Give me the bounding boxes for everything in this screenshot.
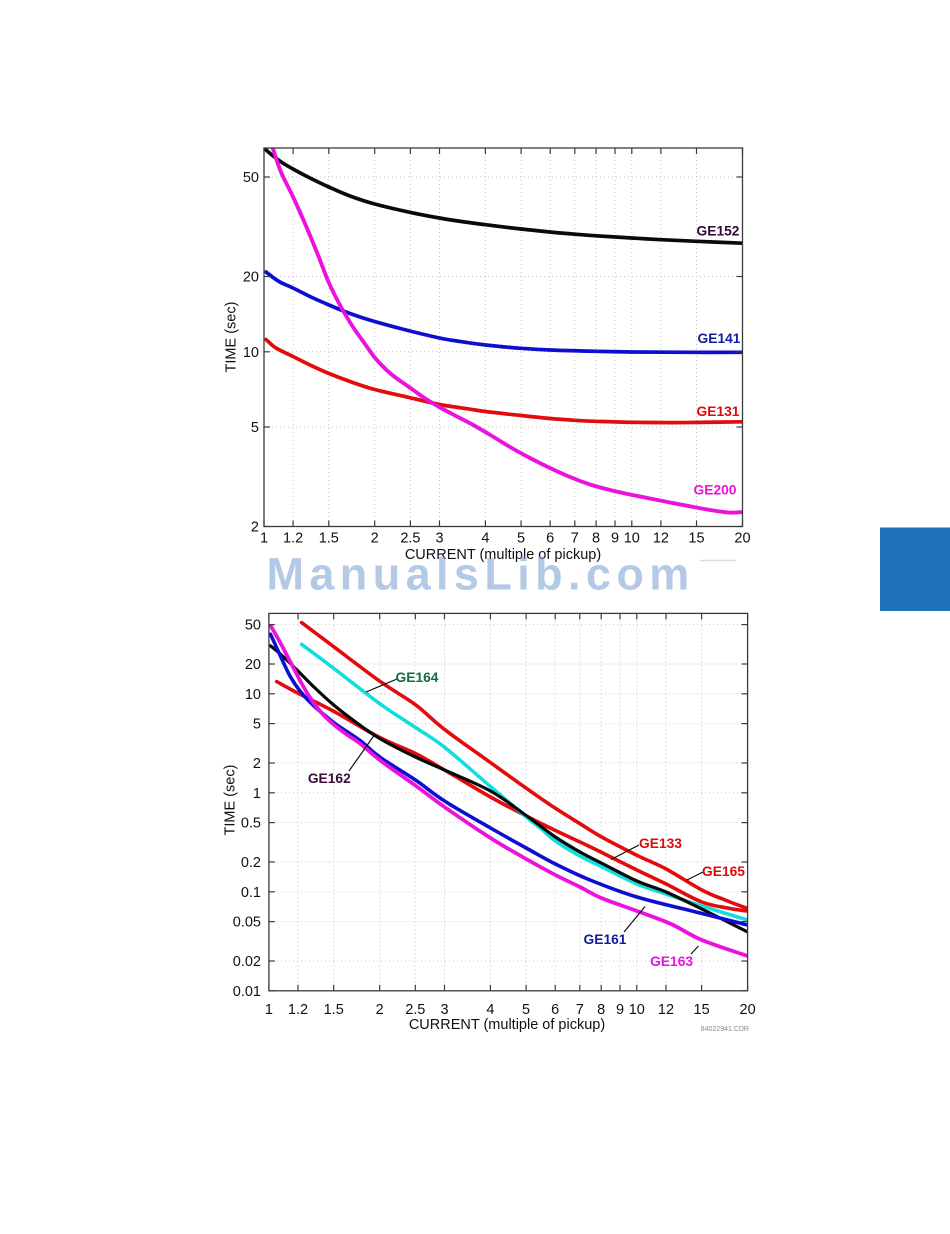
- svg-text:GE165: GE165: [702, 864, 745, 879]
- svg-text:20: 20: [243, 270, 259, 286]
- svg-text:CURRENT (multiple of pickup): CURRENT (multiple of pickup): [409, 1017, 605, 1033]
- svg-text:GE200: GE200: [694, 483, 737, 498]
- svg-text:2.5: 2.5: [400, 531, 420, 547]
- svg-text:5: 5: [253, 717, 261, 733]
- svg-text:GE163: GE163: [650, 954, 693, 969]
- svg-text:TIME (sec): TIME (sec): [223, 765, 239, 836]
- svg-text:1: 1: [260, 531, 268, 547]
- svg-text:50: 50: [243, 170, 259, 186]
- svg-text:6: 6: [546, 531, 554, 547]
- svg-text:10: 10: [624, 531, 640, 547]
- svg-text:5: 5: [517, 531, 525, 547]
- svg-text:GE162: GE162: [308, 771, 351, 786]
- svg-text:4: 4: [481, 531, 489, 547]
- svg-text:2: 2: [376, 1002, 384, 1018]
- svg-text:1: 1: [265, 1002, 273, 1018]
- svg-text:3: 3: [440, 1002, 448, 1018]
- svg-text:6: 6: [551, 1002, 559, 1018]
- svg-text:GE164: GE164: [396, 670, 439, 685]
- svg-text:2: 2: [251, 520, 259, 536]
- svg-text:0.5: 0.5: [241, 816, 261, 832]
- svg-text:GE131: GE131: [697, 404, 740, 419]
- svg-text:0.02: 0.02: [233, 954, 261, 970]
- svg-text:20: 20: [740, 1002, 756, 1018]
- svg-text:12: 12: [653, 531, 669, 547]
- svg-text:1: 1: [253, 786, 261, 802]
- svg-text:9: 9: [611, 531, 619, 547]
- svg-text:15: 15: [688, 531, 704, 547]
- svg-text:0.1: 0.1: [241, 885, 261, 901]
- svg-text:0.01: 0.01: [233, 984, 261, 1000]
- svg-text:ManualsLib.com: ManualsLib.com: [267, 549, 695, 600]
- svg-text:CURRENT (multiple of pickup): CURRENT (multiple of pickup): [405, 547, 601, 563]
- svg-text:GE161: GE161: [584, 932, 627, 947]
- svg-text:GE133: GE133: [639, 836, 682, 851]
- svg-text:10: 10: [629, 1002, 645, 1018]
- svg-text:4: 4: [486, 1002, 494, 1018]
- svg-text:1.2: 1.2: [283, 531, 303, 547]
- svg-text:7: 7: [571, 531, 579, 547]
- svg-text:20: 20: [734, 531, 750, 547]
- svg-text:GE141: GE141: [698, 331, 741, 346]
- svg-text:50: 50: [245, 618, 261, 634]
- svg-text:10: 10: [243, 345, 259, 361]
- svg-text:2: 2: [253, 756, 261, 772]
- svg-text:1.5: 1.5: [324, 1002, 344, 1018]
- svg-text:9: 9: [616, 1002, 624, 1018]
- svg-text:10: 10: [245, 687, 261, 703]
- svg-text:15: 15: [694, 1002, 710, 1018]
- svg-text:8: 8: [597, 1002, 605, 1018]
- svg-text:84022941.CDR: 84022941.CDR: [701, 1026, 749, 1033]
- svg-text:20: 20: [245, 657, 261, 673]
- svg-text:0.05: 0.05: [233, 915, 261, 931]
- svg-text:5: 5: [251, 420, 259, 436]
- svg-text:2.5: 2.5: [405, 1002, 425, 1018]
- svg-text:GE152: GE152: [697, 224, 740, 239]
- svg-text:1.2: 1.2: [288, 1002, 308, 1018]
- svg-text:1.5: 1.5: [319, 531, 339, 547]
- svg-text:12: 12: [658, 1002, 674, 1018]
- svg-text:TIME (sec): TIME (sec): [224, 302, 240, 373]
- svg-text:2: 2: [371, 531, 379, 547]
- svg-text:7: 7: [576, 1002, 584, 1018]
- svg-text:3: 3: [435, 531, 443, 547]
- svg-text:5: 5: [522, 1002, 530, 1018]
- svg-text:0.2: 0.2: [241, 855, 261, 871]
- svg-text:8: 8: [592, 531, 600, 547]
